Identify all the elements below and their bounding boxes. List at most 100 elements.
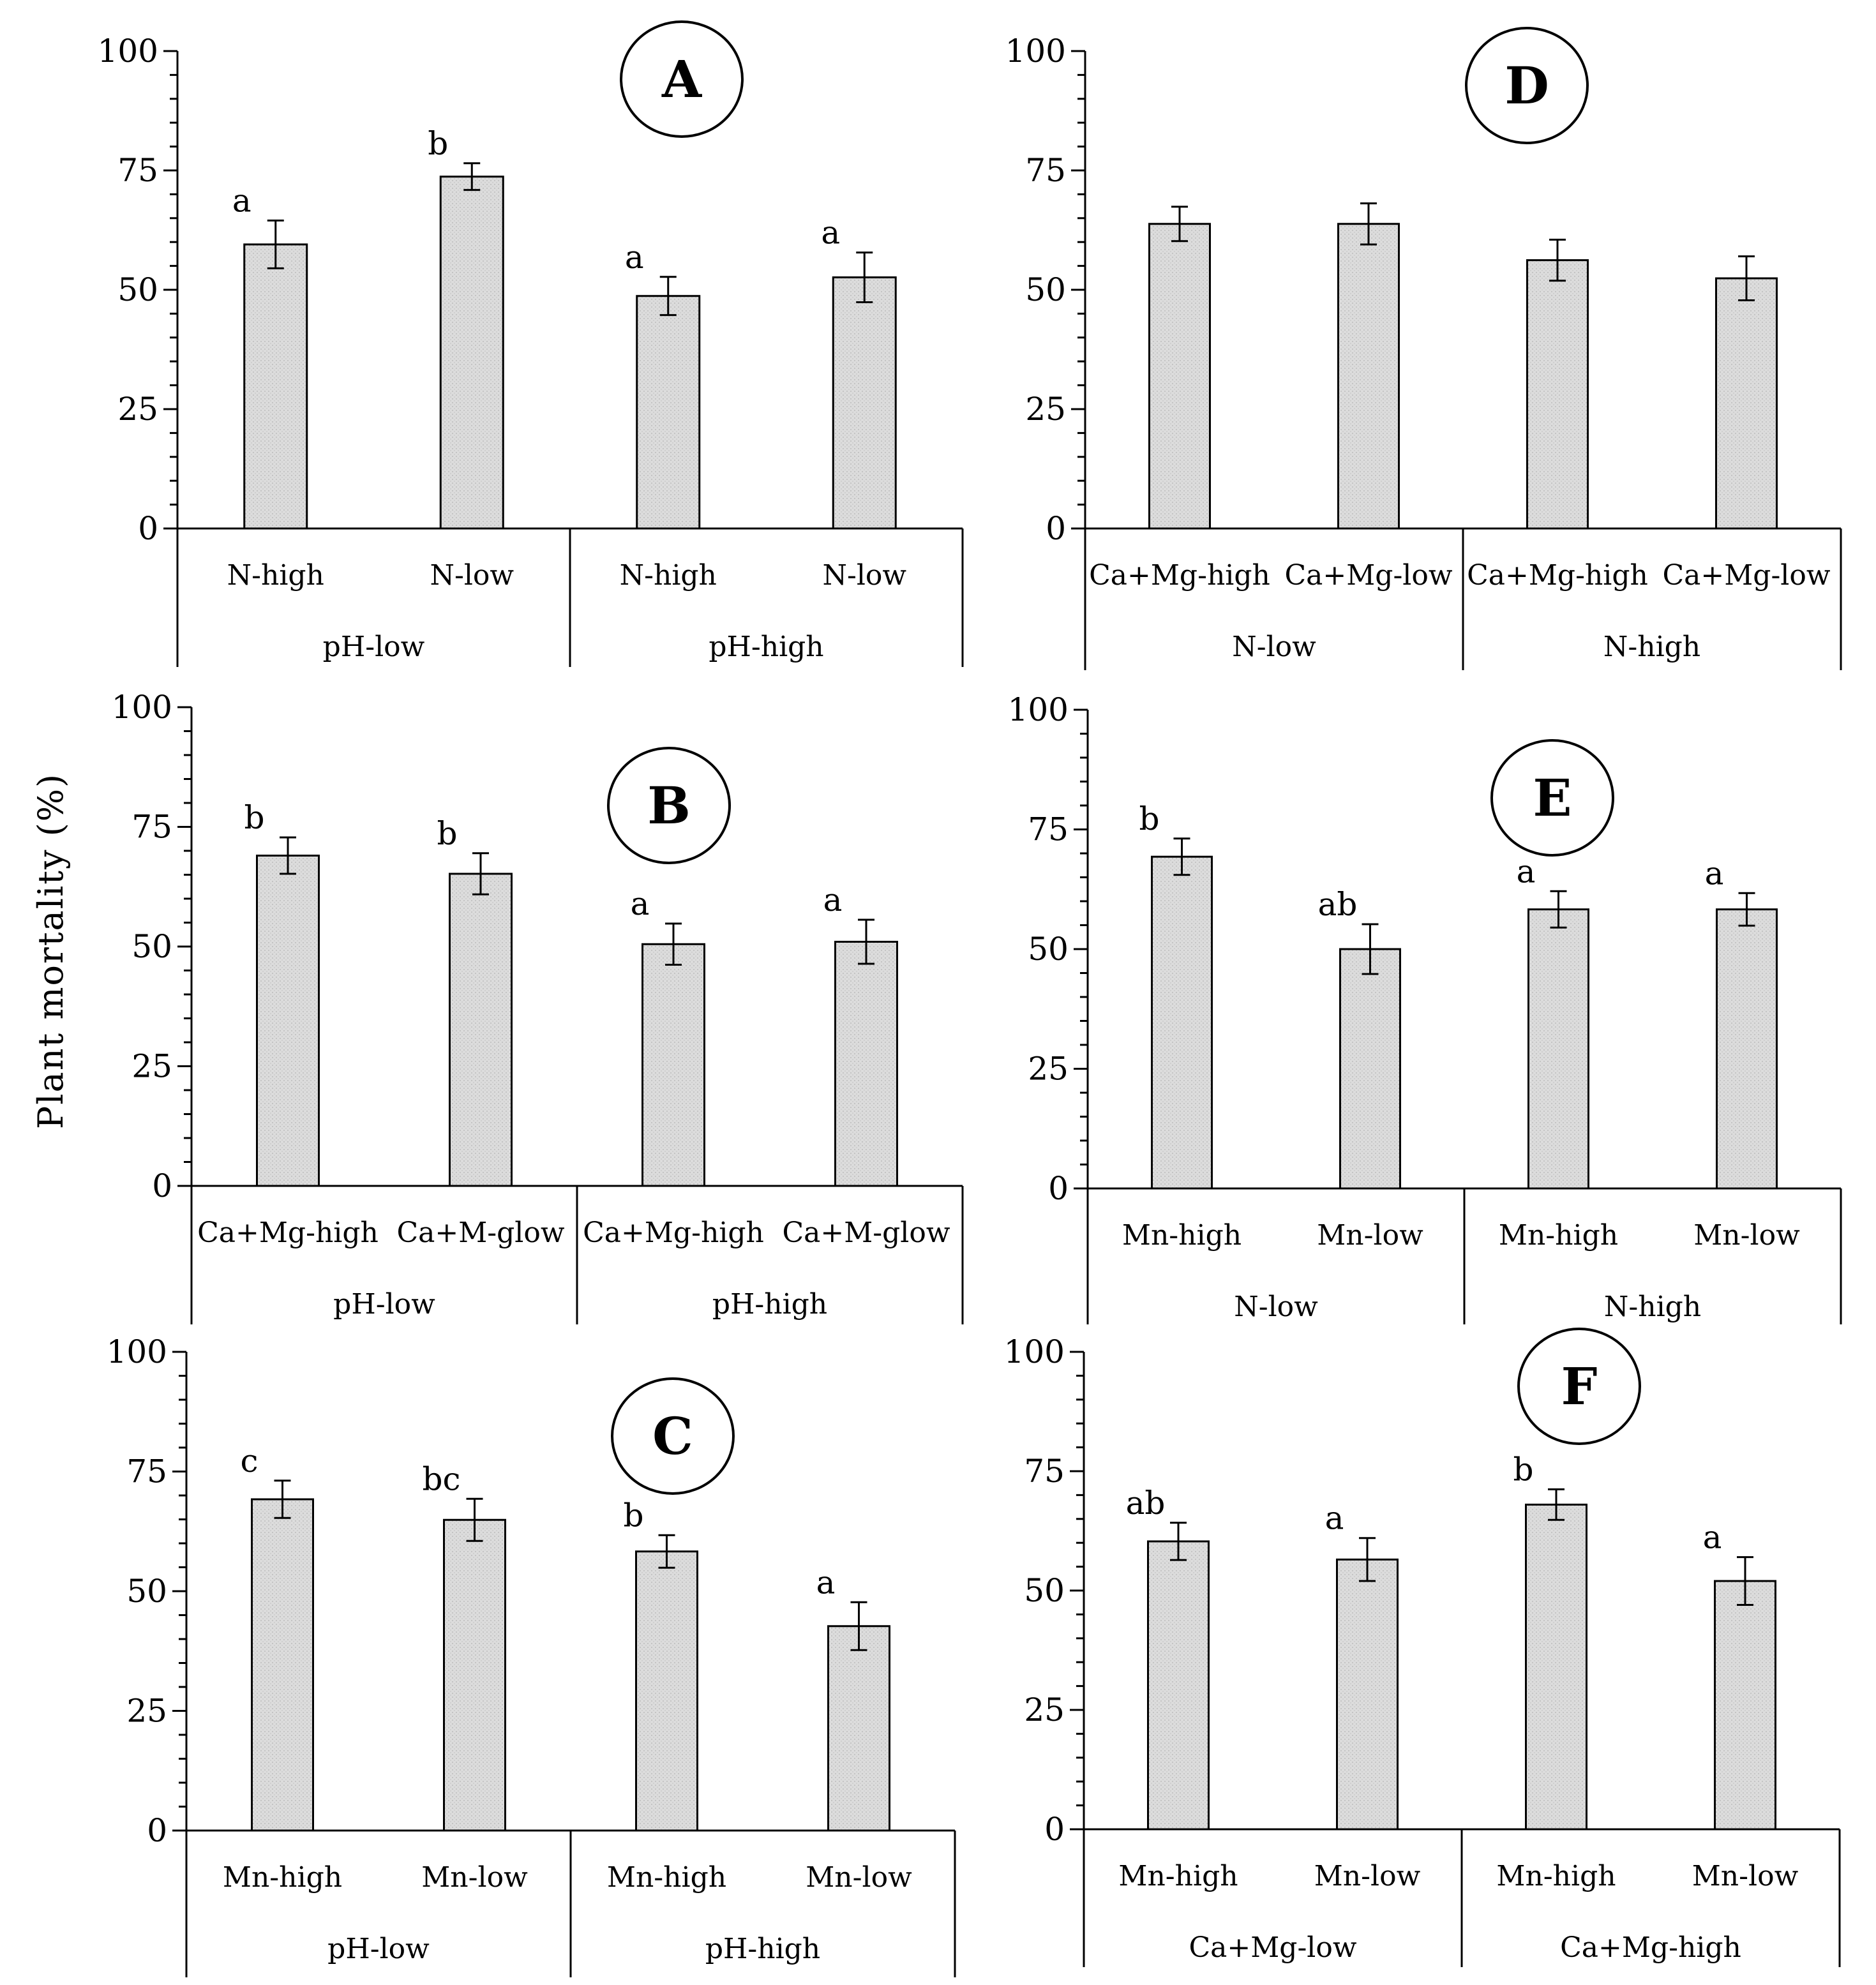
panel-b-significance-letter: b [244, 799, 264, 836]
panel-b-label-circle [607, 747, 731, 864]
panel-a-bar [243, 243, 308, 530]
panel-b-group-label: pH-high [712, 1288, 827, 1321]
panel-c-category-label: Mn-high [223, 1861, 342, 1894]
panel-c-significance-letter: c [240, 1442, 258, 1479]
panel-a-bar [636, 295, 701, 530]
panel-c-significance-letter: a [816, 1564, 836, 1601]
panel-e-ytick-label: 50 [1028, 931, 1069, 968]
panel-f-ytick-label: 75 [1024, 1453, 1065, 1490]
panel-c-bar [827, 1625, 890, 1832]
panel-b-label: B [647, 775, 691, 835]
panel-e-significance-letter: a [1705, 855, 1724, 892]
panel-a-category-label: N-high [227, 559, 324, 592]
panel-b-bar [449, 873, 513, 1187]
panel-c-significance-letter: b [623, 1497, 643, 1534]
panel-a-significance-letter: a [625, 239, 644, 276]
panel-a-ytick-label: 100 [98, 33, 158, 70]
panel-e-category-label: Mn-low [1317, 1219, 1423, 1252]
panel-e-category-label: Mn-high [1122, 1219, 1242, 1252]
panel-a-significance-letter: a [821, 214, 840, 251]
panel-e-significance-letter: b [1139, 800, 1159, 837]
panel-c-bar [251, 1498, 314, 1832]
panel-d-ytick-label: 50 [1025, 271, 1066, 308]
panel-c-bar [443, 1518, 506, 1832]
panel-e-significance-letter: a [1517, 853, 1536, 890]
panel-f-ytick-label: 0 [1044, 1811, 1065, 1848]
panel-f-bar [1336, 1558, 1399, 1831]
panel-f-significance-letter: a [1703, 1519, 1722, 1556]
panel-c-category-label: Mn-high [607, 1861, 726, 1894]
panel-d-bar [1526, 259, 1589, 530]
panel-c-label: C [652, 1406, 693, 1466]
panel-f-category-label: Mn-high [1496, 1860, 1616, 1892]
panel-d-category-label: Ca+Mg-high [1467, 559, 1648, 592]
panel-d-label-circle [1465, 27, 1589, 144]
panel-b-ytick-label: 100 [112, 689, 172, 726]
panel-c-ytick-label: 50 [126, 1573, 167, 1610]
panel-a-label-circle [620, 20, 744, 138]
panel-c-significance-letter: bc [422, 1460, 460, 1497]
panel-e-category-label: Mn-low [1693, 1219, 1800, 1252]
panel-b-significance-letter: b [437, 815, 457, 852]
panel-e-bar [1151, 855, 1213, 1190]
panel-d-ytick-label: 75 [1025, 152, 1066, 189]
panel-d-category-label: Ca+Mg-low [1284, 559, 1452, 592]
panel-d-bar [1148, 223, 1211, 530]
panel-c-ytick-label: 0 [147, 1812, 167, 1849]
panel-f-group-label: Ca+Mg-high [1560, 1931, 1741, 1964]
panel-f-ytick-label: 50 [1024, 1572, 1065, 1609]
panel-d-group-label: N-low [1232, 631, 1316, 663]
panel-a-category-label: N-high [620, 559, 717, 592]
panel-c-bar [635, 1550, 698, 1832]
panel-a-group-label: pH-high [709, 631, 823, 663]
panel-e-ytick-label: 75 [1028, 811, 1069, 848]
panel-f-label-circle [1517, 1328, 1641, 1445]
panel-e-bar [1716, 908, 1778, 1190]
panel-b-category-label: Ca+Mg-high [197, 1217, 379, 1249]
panel-a-category-label: N-low [822, 559, 906, 592]
panel-c-category-label: Mn-low [421, 1861, 528, 1894]
panel-b-group-label: pH-low [333, 1288, 435, 1321]
panel-e-category-label: Mn-high [1499, 1219, 1618, 1252]
panel-c-ytick-label: 25 [126, 1693, 167, 1730]
panel-d-bar [1337, 223, 1400, 530]
panel-e-ytick-label: 0 [1048, 1170, 1069, 1207]
panel-a-significance-letter: b [428, 125, 448, 162]
panel-c-ytick-label: 75 [126, 1453, 167, 1490]
panel-e-label-circle [1490, 739, 1614, 857]
panel-b-significance-letter: a [631, 885, 650, 922]
panel-d-bar [1715, 277, 1778, 530]
panel-c-category-label: Mn-low [806, 1861, 912, 1894]
panel-f-bar [1147, 1540, 1210, 1831]
panel-e-bar [1339, 948, 1401, 1190]
panel-b-bar [256, 855, 320, 1187]
panel-b-category-label: Ca+M-glow [782, 1217, 950, 1249]
panel-d-label: D [1505, 56, 1549, 116]
panel-a-bar [832, 276, 897, 530]
panel-b-ytick-label: 0 [152, 1167, 172, 1204]
panel-a-ytick-label: 75 [117, 152, 158, 189]
panel-b-ytick-label: 50 [131, 928, 172, 965]
panel-f-ytick-label: 25 [1024, 1691, 1065, 1728]
panel-b-ytick-label: 75 [131, 809, 172, 846]
panel-b-ytick-label: 25 [131, 1048, 172, 1085]
panel-f-significance-letter: a [1325, 1500, 1344, 1537]
panel-f-category-label: Mn-low [1314, 1860, 1421, 1892]
panel-b-bar [834, 941, 898, 1187]
panel-d-ytick-label: 0 [1046, 510, 1066, 547]
panel-a-significance-letter: a [232, 183, 251, 220]
panel-a-ytick-label: 25 [117, 391, 158, 428]
panel-c-ytick-label: 100 [107, 1333, 167, 1370]
panel-a-category-label: N-low [430, 559, 514, 592]
panel-c-group-label: pH-high [705, 1933, 820, 1965]
panel-a-ytick-label: 0 [138, 510, 158, 547]
panel-f-significance-letter: b [1513, 1451, 1533, 1488]
panel-f-label: F [1561, 1356, 1598, 1416]
panel-e-label: E [1533, 768, 1572, 828]
panel-e-bar [1527, 908, 1589, 1190]
panel-b-bar [642, 943, 705, 1187]
panel-f-group-label: Ca+Mg-low [1189, 1931, 1356, 1964]
panel-a-label: A [661, 49, 702, 109]
panel-b-category-label: Ca+M-glow [396, 1217, 564, 1249]
